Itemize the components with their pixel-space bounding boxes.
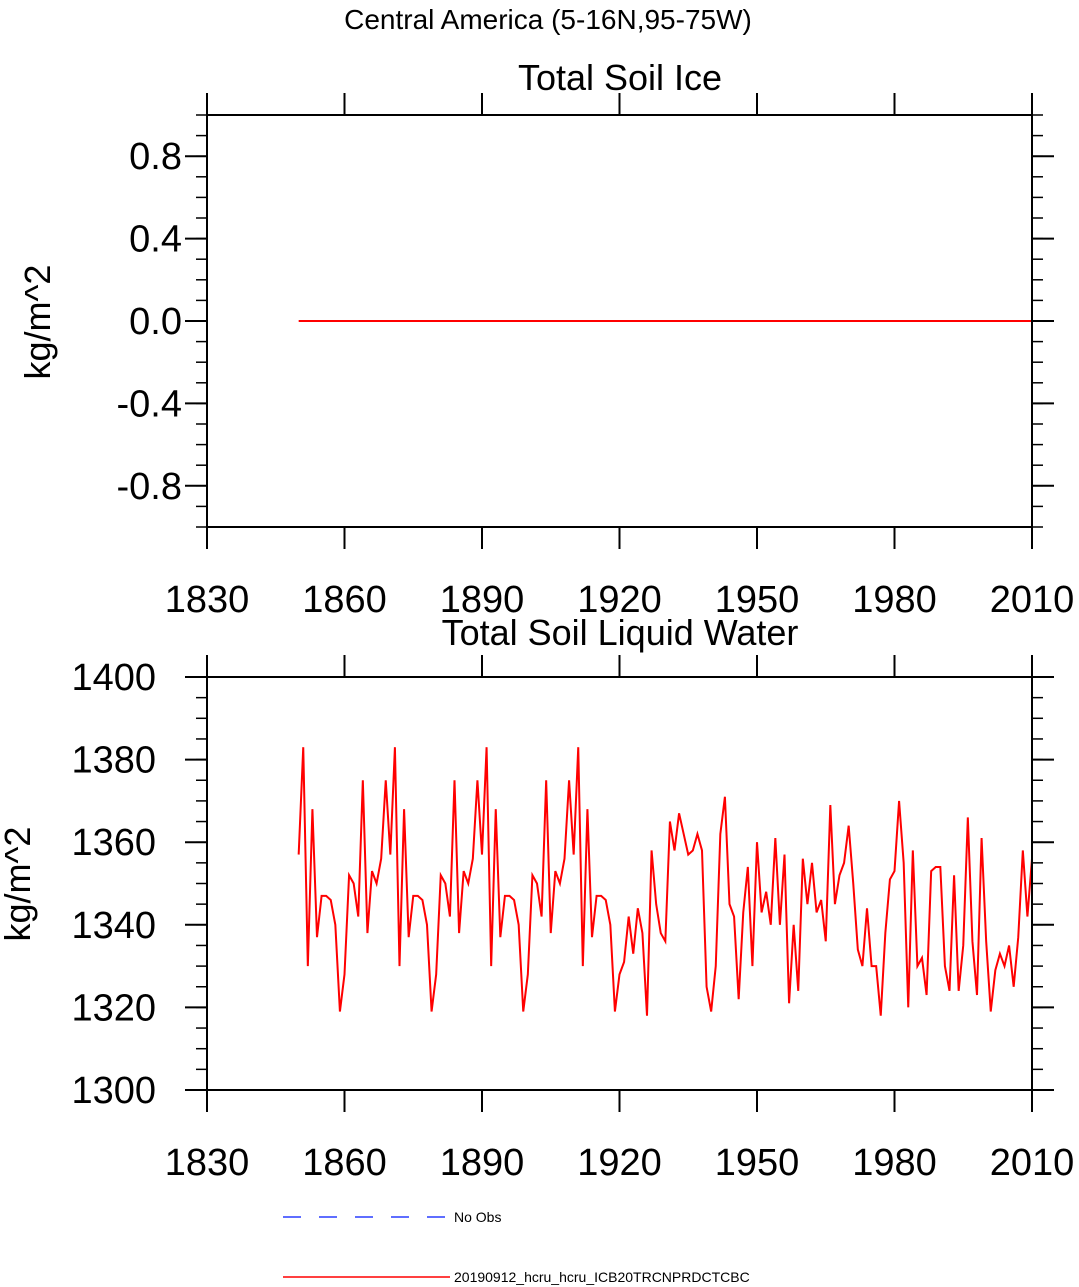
super-title: Central America (5-16N,95-75W) xyxy=(344,4,752,35)
x-tick-label: 1980 xyxy=(852,579,937,621)
plot-frame xyxy=(206,676,1033,1091)
y-tick-label: -0.8 xyxy=(117,466,182,508)
y-tick-label: 1360 xyxy=(71,822,156,864)
y-tick-label: 0.0 xyxy=(129,301,182,343)
legend: No Obs 20190912_hcru_hcru_ICB20TRCNPRDCT… xyxy=(283,1209,750,1285)
x-tick-label: 1920 xyxy=(577,579,662,621)
y-tick-label: 0.4 xyxy=(129,219,182,261)
panel-total-soil-ice: Total Soil Ice kg/m^2 0.80.40.0-0.4-0.8 … xyxy=(17,57,1074,621)
x-tick-label: 1890 xyxy=(440,1142,525,1184)
x-tick-label: 1830 xyxy=(165,579,250,621)
legend-label: 20190912_hcru_hcru_ICB20TRCNPRDCTCBC xyxy=(454,1269,750,1285)
y-tick-label: 1400 xyxy=(71,657,156,699)
panel-total-soil-liquid-water: Total Soil Liquid Water kg/m^2 1400 1380 1… xyxy=(0,612,1074,1184)
plot-frame xyxy=(206,114,1033,528)
y-axis-label: kg/m^2 xyxy=(17,265,58,380)
x-tick-label: 1860 xyxy=(302,1142,387,1184)
x-tick-label: 2010 xyxy=(990,1142,1075,1184)
legend-entry-model-run: 20190912_hcru_hcru_ICB20TRCNPRDCTCBC xyxy=(283,1269,750,1285)
panel-title: Total Soil Ice xyxy=(518,57,722,98)
y-tick-label: 1320 xyxy=(71,987,156,1029)
x-tick-label: 1860 xyxy=(302,579,387,621)
x-tick-label: 1950 xyxy=(715,579,800,621)
legend-label: No Obs xyxy=(454,1209,501,1225)
y-tick-label: -0.4 xyxy=(117,383,182,425)
y-tick-label: 1300 xyxy=(71,1070,156,1112)
y-axis-label: kg/m^2 xyxy=(0,827,38,942)
legend-entry-no-obs: No Obs xyxy=(283,1209,501,1225)
x-tick-label: 2010 xyxy=(990,579,1075,621)
x-tick-label: 1920 xyxy=(577,1142,662,1184)
x-tick-label: 1830 xyxy=(165,1142,250,1184)
series-line xyxy=(297,747,1033,1016)
y-tick-label: 1340 xyxy=(71,905,156,947)
y-tick-label: 0.8 xyxy=(129,136,182,178)
x-tick-label: 1980 xyxy=(852,1142,937,1184)
x-tick-label: 1890 xyxy=(440,579,525,621)
y-tick-label: 1380 xyxy=(71,740,156,782)
panel-title: Total Soil Liquid Water xyxy=(442,612,799,653)
x-tick-label: 1950 xyxy=(715,1142,800,1184)
